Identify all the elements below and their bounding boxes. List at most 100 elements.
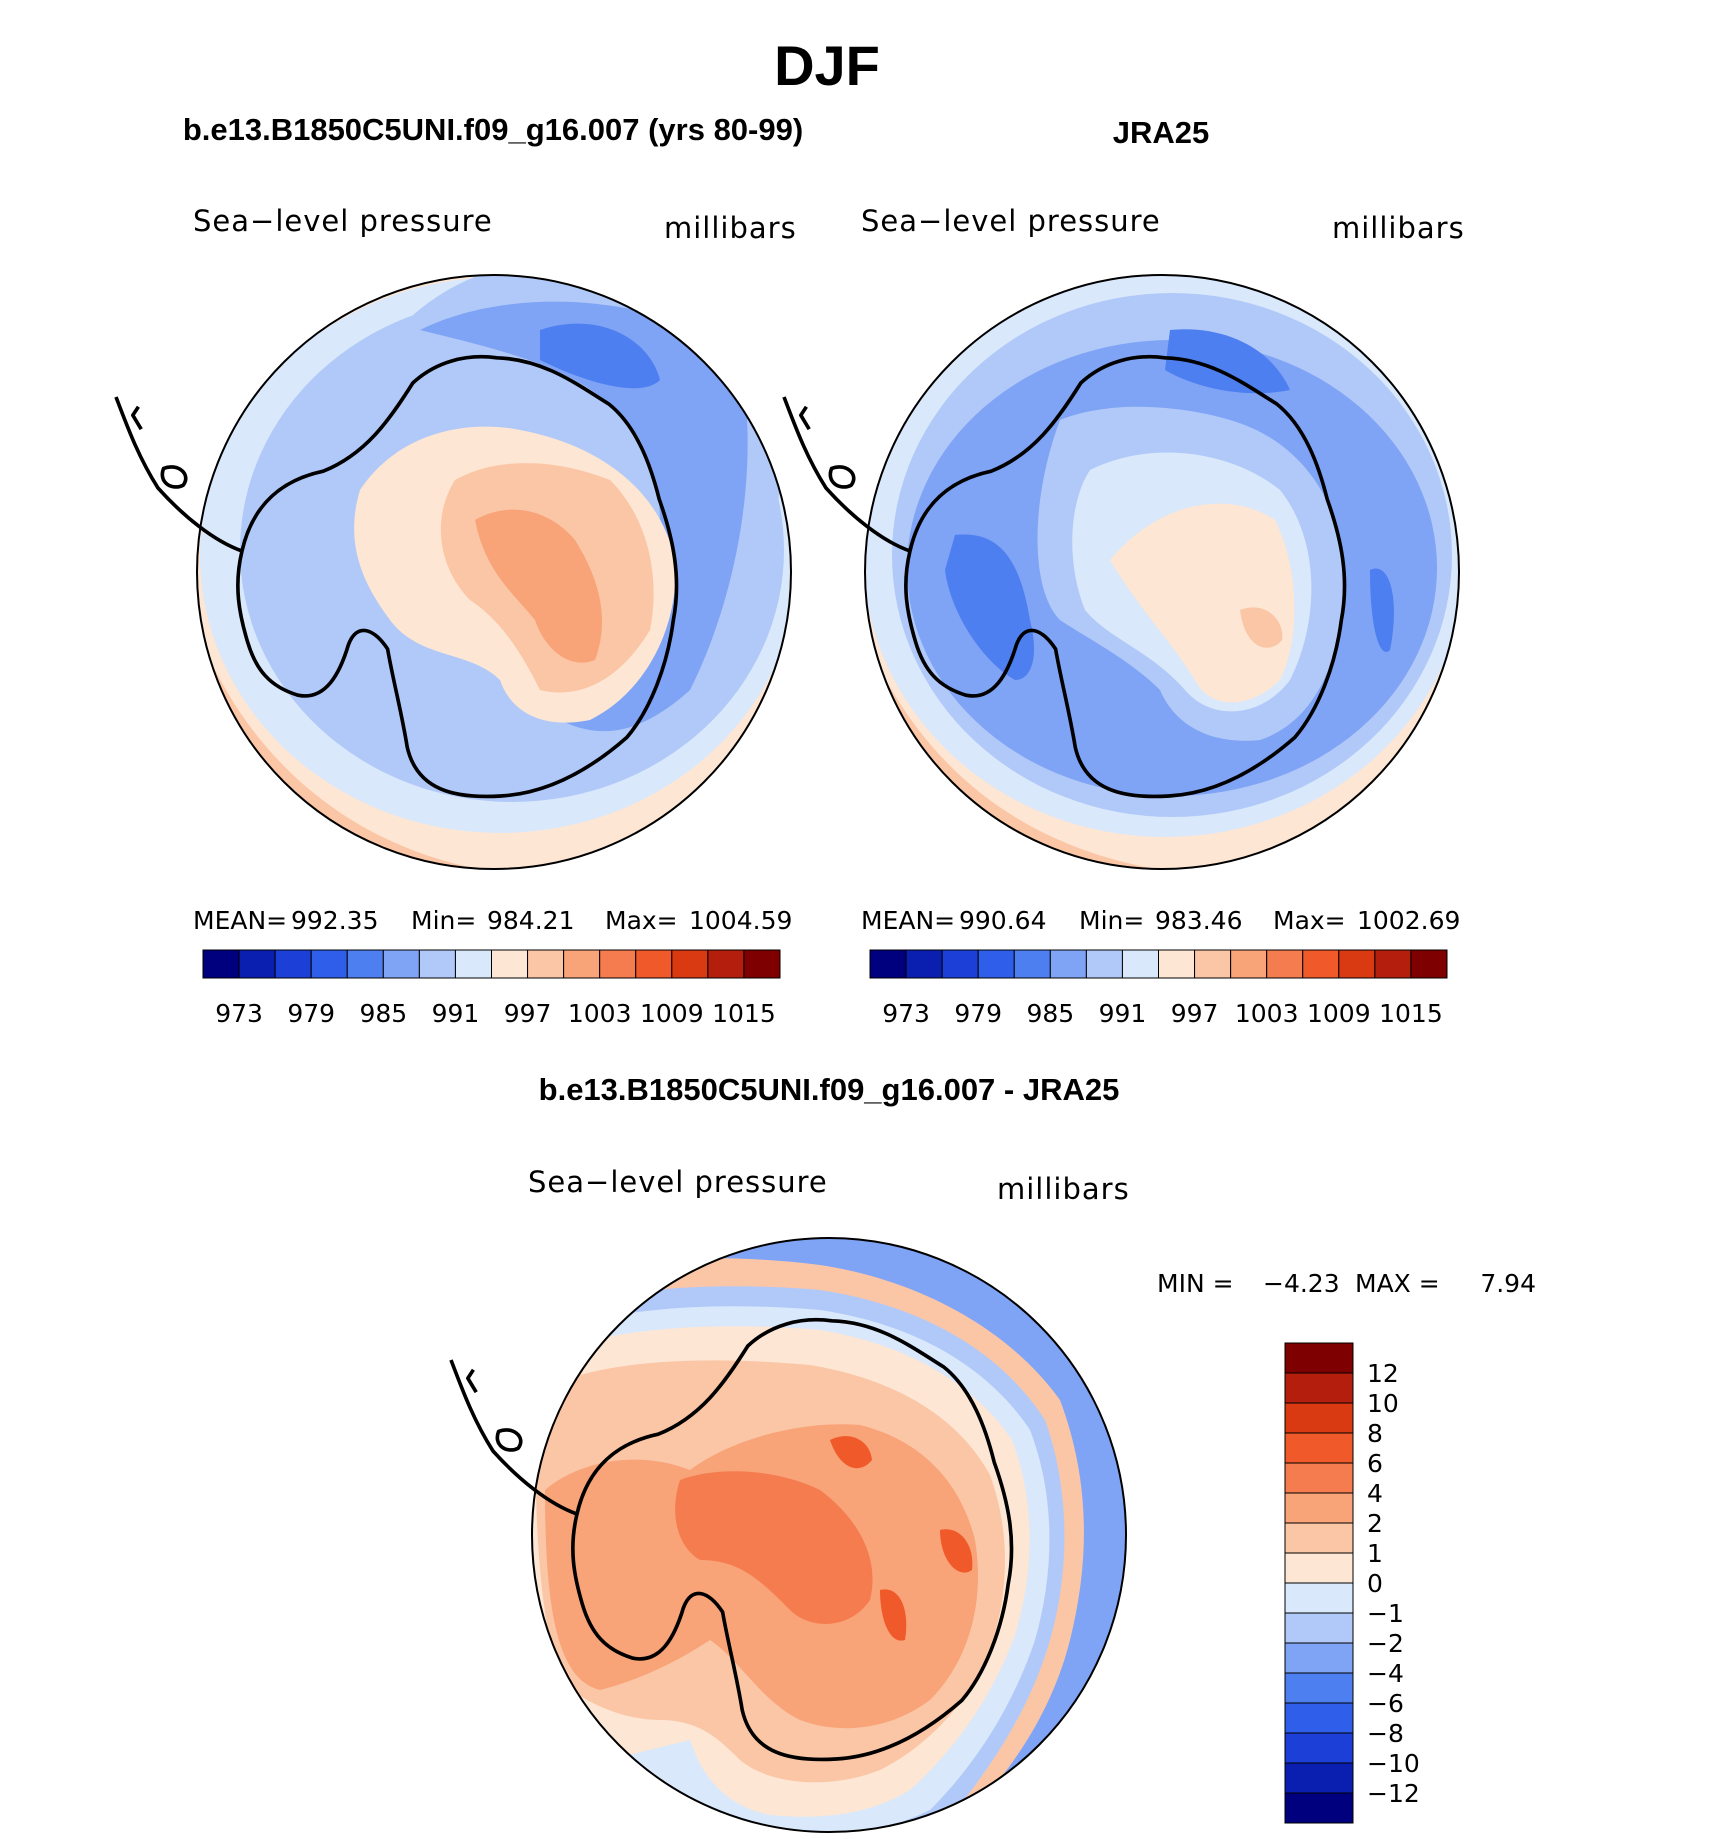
obs-colorbar-tick-label: 973 — [882, 999, 930, 1028]
min-value: −4.23 — [1263, 1269, 1340, 1298]
max-label: MAX = — [1355, 1269, 1440, 1298]
model-colorbar-tick-label: 997 — [504, 999, 552, 1028]
diff-colorbar-box — [1284, 1402, 1354, 1434]
obs-colorbar-tick-label: 1015 — [1379, 999, 1443, 1028]
obs-colorbar-box — [1013, 949, 1051, 979]
model-colorbar-tick-label: 991 — [432, 999, 480, 1028]
variable-label: Sea−level pressure — [193, 204, 493, 238]
model-panel: Sea−level pressure millibars MEAN= 992.3… — [114, 204, 797, 1028]
colorbar: 973 979 985 991 997 1003 1009 1015 — [869, 949, 1448, 1028]
obs-colorbar-tick-label: 1003 — [1235, 999, 1299, 1028]
obs-colorbar-box — [1158, 949, 1196, 979]
obs-colorbar-box — [977, 949, 1015, 979]
diff-colorbar-box — [1284, 1612, 1354, 1644]
diff-colorbar-box — [1284, 1552, 1354, 1584]
polar-map — [197, 275, 791, 869]
model-colorbar-box — [707, 949, 745, 979]
diff-colorbar-tick-label: 0 — [1367, 1569, 1383, 1598]
obs-colorbar-tick-label: 985 — [1026, 999, 1074, 1028]
model-colorbar-tick-label: 1009 — [640, 999, 704, 1028]
max-value: 1002.69 — [1357, 906, 1460, 935]
min-label: MIN = — [1157, 1269, 1234, 1298]
diff-colorbar-box — [1284, 1702, 1354, 1734]
diff-colorbar-tick-label: −2 — [1367, 1629, 1404, 1658]
model-colorbar-box — [346, 949, 384, 979]
mean-value: 990.64 — [959, 906, 1046, 935]
diff-colorbar-tick-label: 2 — [1367, 1509, 1383, 1538]
max-value: 1004.59 — [689, 906, 792, 935]
model-colorbar-box — [418, 949, 456, 979]
colorbar: 973 979 985 991 997 1003 1009 1015 — [202, 949, 781, 1028]
diff-colorbar-tick-label: −1 — [1367, 1599, 1404, 1628]
model-colorbar-box — [491, 949, 529, 979]
max-label: Max= — [605, 906, 678, 935]
diff-colorbar-tick-label: 8 — [1367, 1419, 1383, 1448]
model-colorbar-box — [382, 949, 420, 979]
obs-colorbar-box — [1085, 949, 1123, 979]
diff-colorbar-box — [1284, 1432, 1354, 1464]
diff-colorbar-tick-label: 4 — [1367, 1479, 1383, 1508]
min-value: 984.21 — [487, 906, 574, 935]
variable-label: Sea−level pressure — [528, 1165, 828, 1199]
max-label: Max= — [1273, 906, 1346, 935]
obs-colorbar-box — [1302, 949, 1340, 979]
obs-colorbar-box — [869, 949, 907, 979]
model-colorbar-tick-label: 979 — [287, 999, 335, 1028]
obs-colorbar-box — [1121, 949, 1159, 979]
obs-colorbar-tick-label: 1009 — [1307, 999, 1371, 1028]
obs-colorbar-box — [1194, 949, 1232, 979]
diff-panel: Sea−level pressure millibars MIN = −4.23… — [449, 1165, 1536, 1833]
obs-colorbar-tick-label: 997 — [1171, 999, 1219, 1028]
obs-panel-title: JRA25 — [1113, 115, 1210, 150]
model-colorbar-box — [563, 949, 601, 979]
model-colorbar-tick-label: 1003 — [568, 999, 632, 1028]
obs-colorbar-box — [905, 949, 943, 979]
diff-colorbar-tick-label: 1 — [1367, 1539, 1383, 1568]
obs-panel: Sea−level pressure millibars MEAN= 990.6… — [782, 204, 1464, 1028]
obs-colorbar-box — [1266, 949, 1304, 979]
model-colorbar-tick-label: 985 — [359, 999, 407, 1028]
diff-colorbar-box — [1284, 1522, 1354, 1554]
diff-colorbar-tick-label: 6 — [1367, 1449, 1383, 1478]
model-colorbar-box — [202, 949, 240, 979]
diff-colorbar-box — [1284, 1462, 1354, 1494]
diff-colorbar-box — [1284, 1492, 1354, 1524]
model-colorbar-box — [310, 949, 348, 979]
diff-colorbar-tick-label: −8 — [1367, 1719, 1404, 1748]
diff-colorbar-box — [1284, 1342, 1354, 1374]
obs-colorbar-box — [1338, 949, 1376, 979]
diff-colorbar-tick-label: −4 — [1367, 1659, 1404, 1688]
diff-colorbar-tick-label: −12 — [1367, 1779, 1420, 1808]
mean-value: 992.35 — [291, 906, 378, 935]
obs-colorbar-box — [1049, 949, 1087, 979]
diff-colorbar-tick-label: 12 — [1367, 1359, 1399, 1388]
model-colorbar-box — [599, 949, 637, 979]
min-label: Min= — [1079, 906, 1144, 935]
variable-label: Sea−level pressure — [861, 204, 1161, 238]
mean-label: MEAN= — [193, 906, 287, 935]
model-colorbar-box — [238, 949, 276, 979]
obs-colorbar-box — [1410, 949, 1448, 979]
model-panel-title: b.e13.B1850C5UNI.f09_g16.007 (yrs 80-99) — [183, 112, 803, 147]
model-colorbar-box — [274, 949, 312, 979]
diff-colorbar-tick-label: 10 — [1367, 1389, 1399, 1418]
obs-colorbar-tick-label: 979 — [954, 999, 1002, 1028]
max-value: 7.94 — [1480, 1269, 1536, 1298]
obs-colorbar-box — [1374, 949, 1412, 979]
diff-colorbar-box — [1284, 1732, 1354, 1764]
diff-colorbar-tick-label: −10 — [1367, 1749, 1420, 1778]
model-colorbar-tick-label: 973 — [215, 999, 263, 1028]
units-label: millibars — [664, 211, 797, 245]
diff-colorbar-box — [1284, 1672, 1354, 1704]
model-colorbar-box — [743, 949, 781, 979]
diff-colorbar-box — [1284, 1372, 1354, 1404]
obs-colorbar-box — [941, 949, 979, 979]
model-colorbar-box — [635, 949, 673, 979]
units-label: millibars — [997, 1172, 1130, 1206]
diff-colorbar-box — [1284, 1762, 1354, 1794]
model-colorbar-box — [454, 949, 492, 979]
diff-colorbar-tick-label: −6 — [1367, 1689, 1404, 1718]
model-colorbar-box — [527, 949, 565, 979]
